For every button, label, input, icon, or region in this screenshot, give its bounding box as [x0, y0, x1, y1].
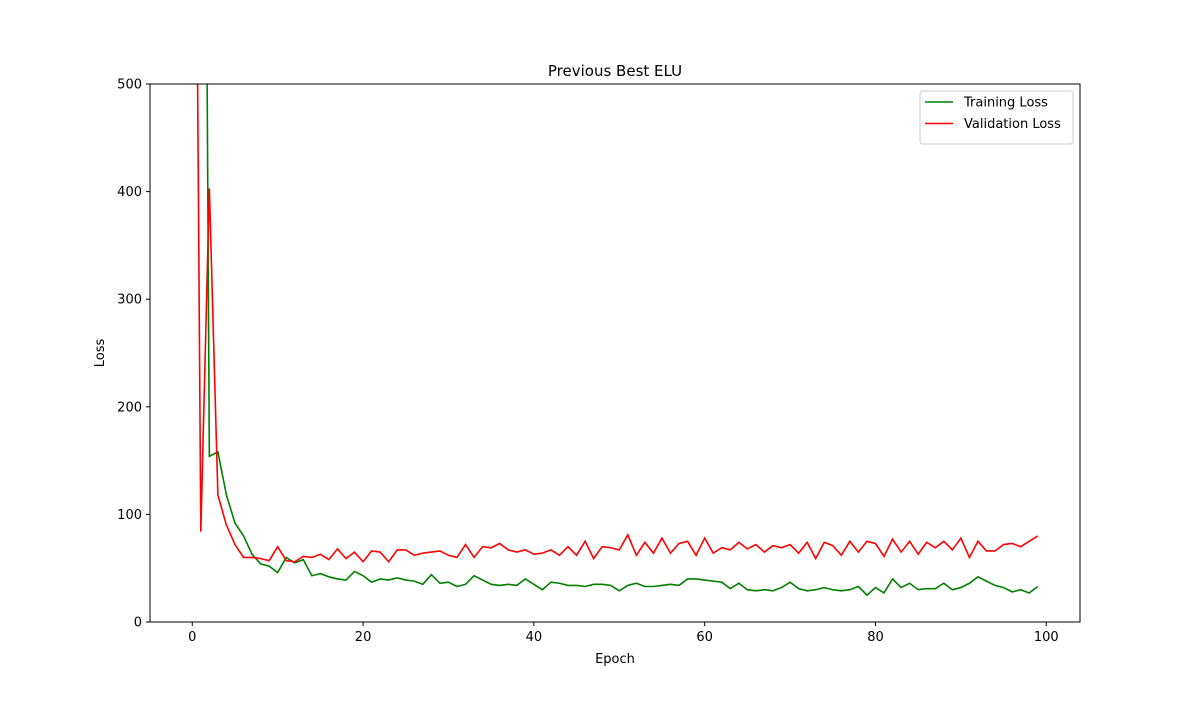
- x-tick-label: 60: [696, 630, 713, 645]
- x-tick-label: 0: [188, 630, 196, 645]
- legend-box: [919, 90, 1074, 145]
- y-tick-label: 0: [134, 616, 142, 631]
- data-line: [196, 84, 1039, 564]
- plot-frame: [149, 83, 1081, 623]
- x-axis-label: Epoch: [595, 652, 635, 667]
- data-line: [206, 84, 1039, 597]
- y-tick-label: 400: [117, 185, 142, 200]
- plot-area: [196, 84, 1039, 597]
- y-tick-label: 100: [117, 508, 142, 523]
- x-tick-label: 40: [526, 630, 543, 645]
- chart-title: Previous Best ELU: [548, 62, 682, 80]
- y-axis-label: Loss: [93, 339, 108, 368]
- x-tick-label: 20: [355, 630, 372, 645]
- y-tick-label: 500: [117, 78, 142, 93]
- legend-label: Training Loss: [963, 96, 1048, 111]
- x-tick-label: 80: [867, 630, 884, 645]
- x-tick-label: 100: [1034, 630, 1059, 645]
- y-tick-label: 300: [117, 293, 142, 308]
- y-tick-label: 200: [117, 400, 142, 415]
- legend-label: Validation Loss: [964, 117, 1061, 132]
